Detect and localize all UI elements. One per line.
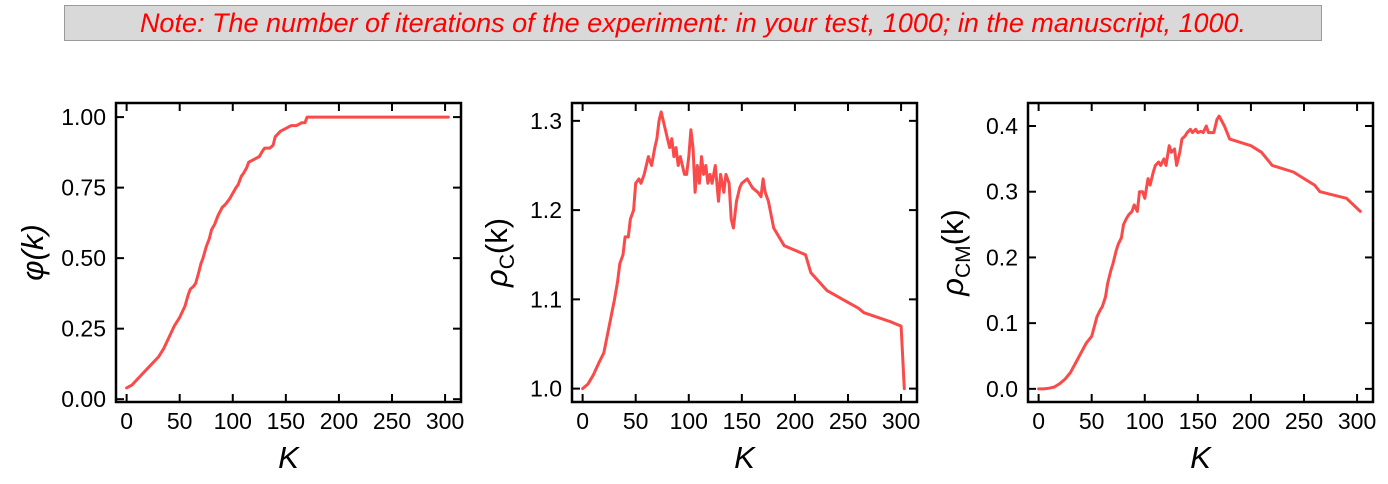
x-tick-label: 0 (120, 408, 133, 434)
x-tick-label: 100 (670, 408, 708, 434)
x-axis-label: K (734, 440, 756, 475)
x-tick-label: 300 (882, 408, 920, 434)
y-axis-label: ρCM(k) (935, 209, 975, 297)
y-tick-label: 0.0 (986, 376, 1018, 402)
x-tick-label: 50 (167, 408, 193, 434)
y-tick-label: 0.4 (986, 113, 1018, 139)
y-tick-label: 1.1 (530, 286, 562, 312)
x-tick-label: 0 (1032, 408, 1045, 434)
y-tick-label: 1.00 (61, 104, 106, 130)
y-tick-label: 0.3 (986, 179, 1018, 205)
series-line-1-1 (125, 115, 450, 390)
x-tick-label: 250 (829, 408, 867, 434)
y-axis-label: φ(k) (15, 224, 50, 280)
x-tick-label: 300 (426, 408, 464, 434)
plot-frame (114, 101, 463, 404)
plot-frame (1026, 101, 1375, 404)
chart-panel-1: 0 50 100 150 200 250 300 0.00 0.25 0.50 0.75 1.00 Kφ… (15, 101, 464, 475)
chart-panel-2: 0 50 100 150 200 250 300 1.0 1.1 1.2 1.3 KρC(k) (479, 101, 920, 475)
x-tick-label: 300 (1338, 408, 1376, 434)
y-tick-label: 0.75 (61, 175, 106, 201)
x-axis-label: K (1190, 440, 1212, 475)
experiment-note-banner: Note: The number of iterations of the ex… (64, 5, 1322, 41)
x-tick-label: 50 (1079, 408, 1105, 434)
y-tick-label: 1.3 (530, 108, 562, 134)
y-tick-label: 0.1 (986, 310, 1018, 336)
x-tick-label: 200 (1232, 408, 1270, 434)
plot-frame (570, 101, 919, 404)
x-tick-label: 100 (1126, 408, 1164, 434)
x-tick-label: 150 (267, 408, 305, 434)
experiment-note-text: Note: The number of iterations of the ex… (139, 7, 1247, 38)
y-tick-label: 1.2 (530, 197, 562, 223)
x-tick-label: 200 (776, 408, 814, 434)
x-tick-label: 150 (723, 408, 761, 434)
x-tick-label: 250 (1285, 408, 1323, 434)
x-tick-label: 100 (214, 408, 252, 434)
y-tick-label: 0.00 (61, 386, 106, 412)
y-tick-label: 0.2 (986, 244, 1018, 270)
x-tick-label: 200 (320, 408, 358, 434)
x-axis-label: K (278, 440, 300, 475)
y-axis-label: ρC(k) (479, 218, 519, 288)
series-line-3-1 (1037, 114, 1362, 391)
y-tick-label: 0.50 (61, 245, 106, 271)
x-tick-label: 50 (623, 408, 649, 434)
x-tick-label: 0 (576, 408, 589, 434)
x-tick-label: 250 (373, 408, 411, 434)
series-line-2-1 (581, 110, 906, 391)
y-tick-label: 1.0 (530, 376, 562, 402)
x-tick-label: 150 (1179, 408, 1217, 434)
y-tick-label: 0.25 (61, 316, 106, 342)
